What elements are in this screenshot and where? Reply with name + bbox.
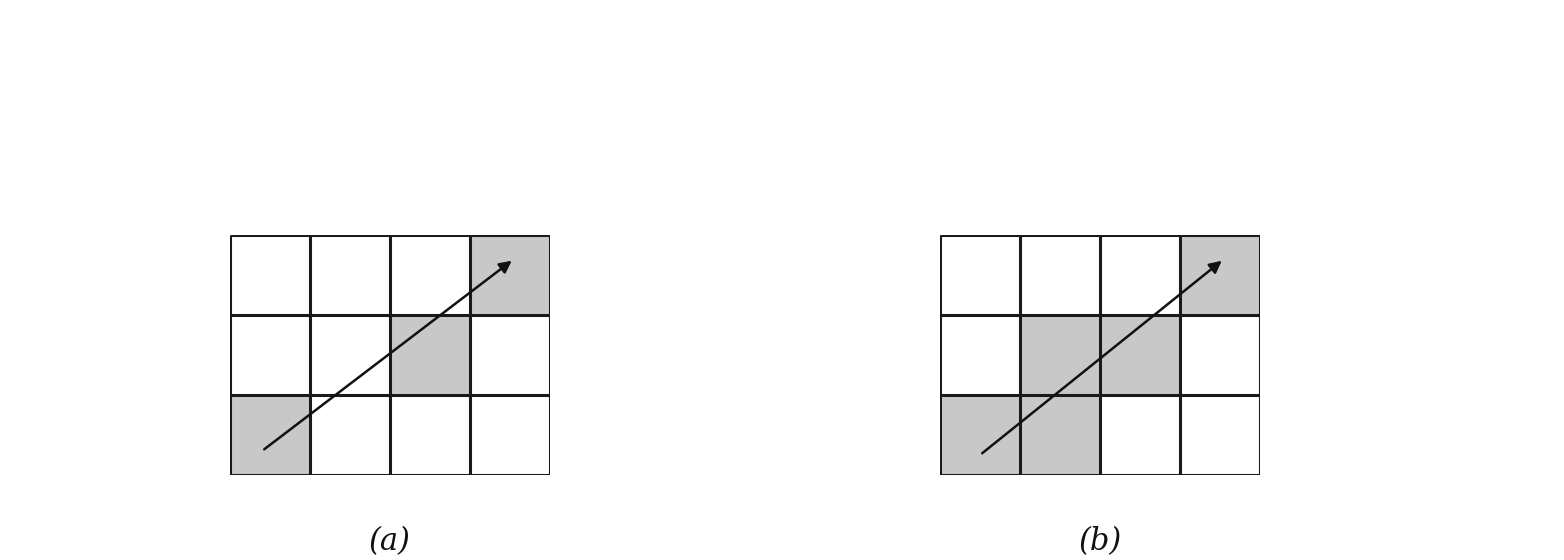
Bar — [1099, 315, 1179, 395]
Bar — [389, 315, 471, 395]
Bar — [940, 395, 1020, 475]
Bar — [1179, 235, 1261, 315]
Text: (b): (b) — [1078, 526, 1121, 558]
Bar — [1020, 395, 1099, 475]
Bar — [1020, 315, 1099, 395]
Text: (a): (a) — [369, 526, 411, 558]
Bar — [230, 395, 310, 475]
Bar — [471, 235, 551, 315]
